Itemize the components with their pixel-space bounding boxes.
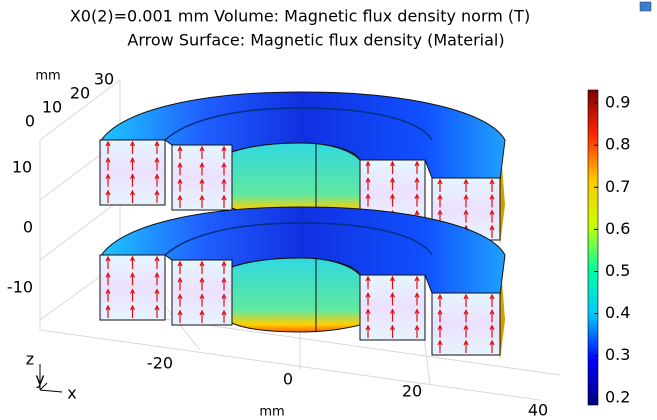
title-line: Arrow Surface: Magnetic flux density (Ma…: [127, 31, 504, 50]
colorbar-tick-label: 0.4: [605, 303, 630, 322]
y-tick-label: 0: [25, 112, 35, 131]
triad-label: x: [67, 384, 76, 403]
magnet: [100, 207, 505, 360]
x-tick-label: -20: [147, 354, 173, 373]
y-tick-label: 20: [70, 84, 90, 103]
colorbar-tick-label: 0.3: [605, 345, 630, 364]
z-tick-label: -10: [7, 278, 33, 297]
y-tick-label: 10: [42, 98, 62, 117]
axis-triad: zy x: [26, 350, 77, 403]
colorbar-tick-label: 0.2: [605, 387, 630, 406]
chart: X0(2)=0.001 mm Volume: Magnetic flux den…: [0, 0, 657, 420]
triad-label: z: [26, 350, 34, 369]
bore: [232, 143, 360, 217]
colorbar: [588, 90, 598, 405]
colorbar-tick-label: 0.8: [605, 135, 630, 154]
x-axis-label: mm: [259, 405, 284, 420]
x-tick-label: 20: [402, 382, 422, 401]
window-icon: [640, 2, 651, 11]
y-tick-label: 30: [94, 70, 114, 89]
colorbar-tick-label: 0.5: [605, 261, 630, 280]
geometry: [100, 92, 505, 360]
y-axis-label: mm: [35, 69, 60, 84]
triad-label: y: [35, 370, 44, 389]
colorbar-tick-label: 0.6: [605, 219, 630, 238]
x-tick-label: 0: [283, 370, 293, 389]
x-tick-label: 40: [528, 401, 548, 420]
colorbar-tick-label: 0.9: [605, 93, 630, 112]
bore: [232, 258, 360, 332]
title-line: X0(2)=0.001 mm Volume: Magnetic flux den…: [70, 7, 530, 26]
colorbar-tick-label: 0.7: [605, 177, 630, 196]
z-tick-label: 0: [23, 218, 33, 237]
z-tick-label: 10: [12, 158, 32, 177]
